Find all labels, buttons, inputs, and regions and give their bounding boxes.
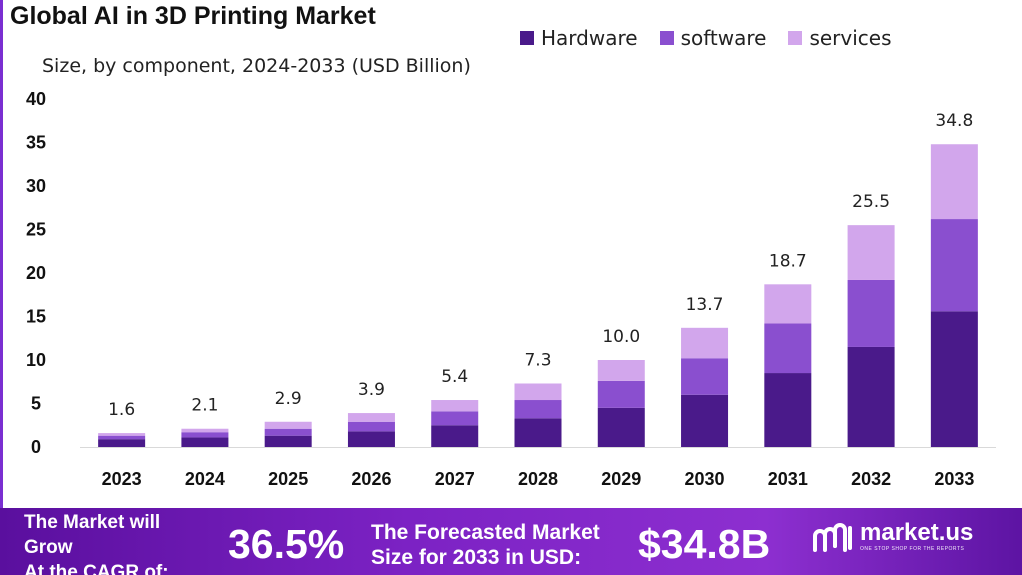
cagr-label-line: At the CAGR of:	[24, 562, 169, 575]
brand-tagline: ONE STOP SHOP FOR THE REPORTS	[860, 546, 965, 552]
bar-segment	[930, 311, 978, 447]
bar-segment	[847, 279, 895, 347]
bar-segment	[98, 439, 146, 447]
brand-logo: market.us ONE STOP SHOP FOR THE REPORTS	[812, 520, 973, 556]
x-tick-label: 2029	[601, 469, 641, 489]
bar-segment	[764, 323, 812, 374]
total-label: 10.0	[602, 327, 640, 347]
bar-segment	[431, 425, 479, 447]
bar-segment	[681, 327, 729, 359]
y-tick-label: 30	[26, 176, 46, 196]
legend-swatch	[788, 31, 803, 45]
legend-swatch	[659, 31, 674, 45]
y-tick-label: 35	[26, 133, 46, 153]
brand-name: market.us	[860, 519, 974, 546]
total-label: 3.9	[358, 380, 385, 400]
bar-segment	[264, 428, 312, 436]
y-tick-label: 40	[26, 89, 46, 109]
forecast-label-line: The Forecasted Market	[371, 521, 600, 544]
forecast-value: $34.8B	[638, 521, 771, 567]
y-tick-label: 5	[31, 394, 41, 414]
bar-segment	[431, 400, 479, 412]
chart-subtitle: Size, by component, 2024-2033 (USD Billi…	[42, 55, 471, 77]
total-label: 18.7	[769, 251, 807, 271]
bar-segment	[597, 380, 645, 408]
accent-bar	[0, 0, 3, 508]
cagr-label: The Market will Grow At the CAGR of:	[24, 510, 214, 575]
chart-legend: Hardware software services	[520, 26, 892, 50]
bar-segment	[431, 411, 479, 426]
legend-label: services	[809, 26, 892, 50]
total-label: 34.8	[935, 111, 973, 131]
legend-item: services	[788, 26, 892, 50]
footer-banner: The Market will Grow At the CAGR of: 36.…	[0, 508, 1022, 575]
x-tick-label: 2025	[268, 469, 308, 489]
bar-segment	[597, 407, 645, 447]
bar-segment	[347, 431, 395, 447]
total-label: 2.1	[191, 396, 218, 416]
x-tick-label: 2028	[518, 469, 558, 489]
x-tick-label: 2030	[685, 469, 725, 489]
total-label: 25.5	[852, 192, 890, 212]
bar-segment	[764, 373, 812, 447]
bar-chart: 05101520253035401.620232.120242.920253.9…	[26, 89, 996, 489]
bar-segment	[681, 358, 729, 395]
forecast-label-line: Size for 2033 in USD:	[371, 546, 582, 569]
x-tick-label: 2023	[102, 469, 142, 489]
x-tick-label: 2032	[851, 469, 891, 489]
bar-segment	[264, 421, 312, 429]
bar-segment	[930, 219, 978, 312]
bar-segment	[681, 394, 729, 447]
y-tick-label: 20	[26, 263, 46, 283]
bar-segment	[514, 400, 562, 419]
bar-segment	[98, 435, 146, 440]
chart-title: Global AI in 3D Printing Market	[10, 2, 376, 30]
legend-item: software	[659, 26, 767, 50]
market-us-logo-icon	[813, 523, 852, 552]
legend-swatch	[520, 31, 534, 45]
legend-label: software	[680, 26, 767, 50]
bar-segment	[181, 432, 229, 438]
bar-segment	[847, 346, 895, 447]
x-tick-label: 2033	[934, 469, 974, 489]
bar-segment	[514, 418, 562, 447]
x-tick-label: 2027	[435, 469, 475, 489]
bar-segment	[597, 360, 645, 381]
total-label: 2.9	[275, 389, 302, 409]
total-label: 7.3	[524, 350, 551, 370]
x-tick-label: 2031	[768, 469, 808, 489]
bar-segment	[514, 383, 562, 401]
x-tick-label: 2024	[185, 469, 225, 489]
bar-segment	[764, 284, 812, 324]
y-tick-label: 15	[26, 307, 46, 327]
x-tick-label: 2026	[351, 469, 391, 489]
total-label: 13.7	[686, 295, 724, 315]
cagr-label-line: Grow	[24, 537, 73, 558]
y-tick-label: 0	[31, 437, 41, 457]
bar-segment	[847, 225, 895, 280]
y-tick-label: 10	[26, 350, 46, 370]
bar-segment	[181, 428, 229, 433]
bar-segment	[347, 413, 395, 422]
bar-segment	[264, 435, 312, 447]
total-label: 5.4	[441, 367, 468, 387]
bar-segment	[98, 433, 146, 436]
legend-label: Hardware	[541, 26, 638, 50]
total-label: 1.6	[108, 400, 135, 420]
forecast-label: The Forecasted Market Size for 2033 in U…	[371, 520, 631, 570]
bar-segment	[181, 437, 229, 447]
cagr-label-line: The Market will	[24, 512, 161, 533]
legend-item: Hardware	[520, 26, 638, 50]
y-tick-label: 25	[26, 220, 46, 240]
bar-segment	[930, 144, 978, 220]
cagr-value: 36.5%	[228, 521, 345, 567]
bar-segment	[347, 421, 395, 432]
